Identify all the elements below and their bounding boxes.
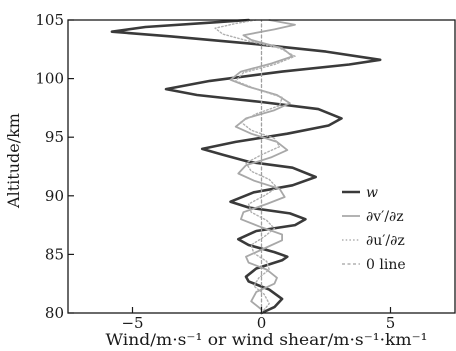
series-line-2 bbox=[229, 19, 296, 311]
x-tick-label: −5 bbox=[121, 314, 143, 332]
series-layer bbox=[110, 18, 382, 315]
y-tick-label: 85 bbox=[45, 245, 64, 263]
legend: w ∂v′/∂z ∂u′/∂z 0 line bbox=[342, 185, 406, 273]
x-tick-label: 5 bbox=[386, 314, 396, 332]
x-axis-label: Wind/m·s⁻¹ or wind shear/m·s⁻¹·km⁻¹ bbox=[106, 330, 428, 349]
ticks-layer: −5 0 5 80 85 90 95 100 105 bbox=[35, 11, 395, 332]
legend-label-2: ∂v′/∂z bbox=[366, 209, 404, 225]
y-tick-label: 95 bbox=[45, 128, 64, 146]
series-line-3 bbox=[214, 19, 296, 314]
y-tick-label: 90 bbox=[45, 187, 64, 205]
y-tick-label: 105 bbox=[35, 11, 64, 29]
legend-label-1: w bbox=[366, 185, 378, 201]
legend-label-3: ∂u′/∂z bbox=[366, 233, 405, 249]
legend-label-4: 0 line bbox=[366, 257, 406, 273]
series-line-1 bbox=[110, 18, 382, 315]
y-tick-label: 80 bbox=[45, 304, 64, 322]
y-tick-label: 100 bbox=[35, 70, 64, 88]
y-axis-label: Altitude/km bbox=[4, 113, 23, 209]
x-tick-label: 0 bbox=[257, 314, 267, 332]
